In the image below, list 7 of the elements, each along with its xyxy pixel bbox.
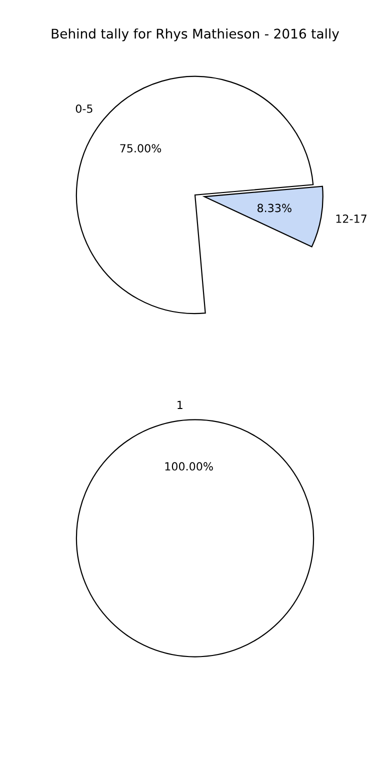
data-label: 100.00%	[165, 462, 213, 471]
data-label: 8.33%	[258, 204, 292, 212]
data-label: 75.00%	[120, 144, 162, 152]
slice-label: 1	[178, 400, 182, 409]
slice-label: 12-17	[336, 214, 366, 223]
chart-title: Behind tally for Rhys Mathieson - 2016 tally	[52, 28, 340, 42]
slice-label: 0-5	[76, 104, 92, 113]
